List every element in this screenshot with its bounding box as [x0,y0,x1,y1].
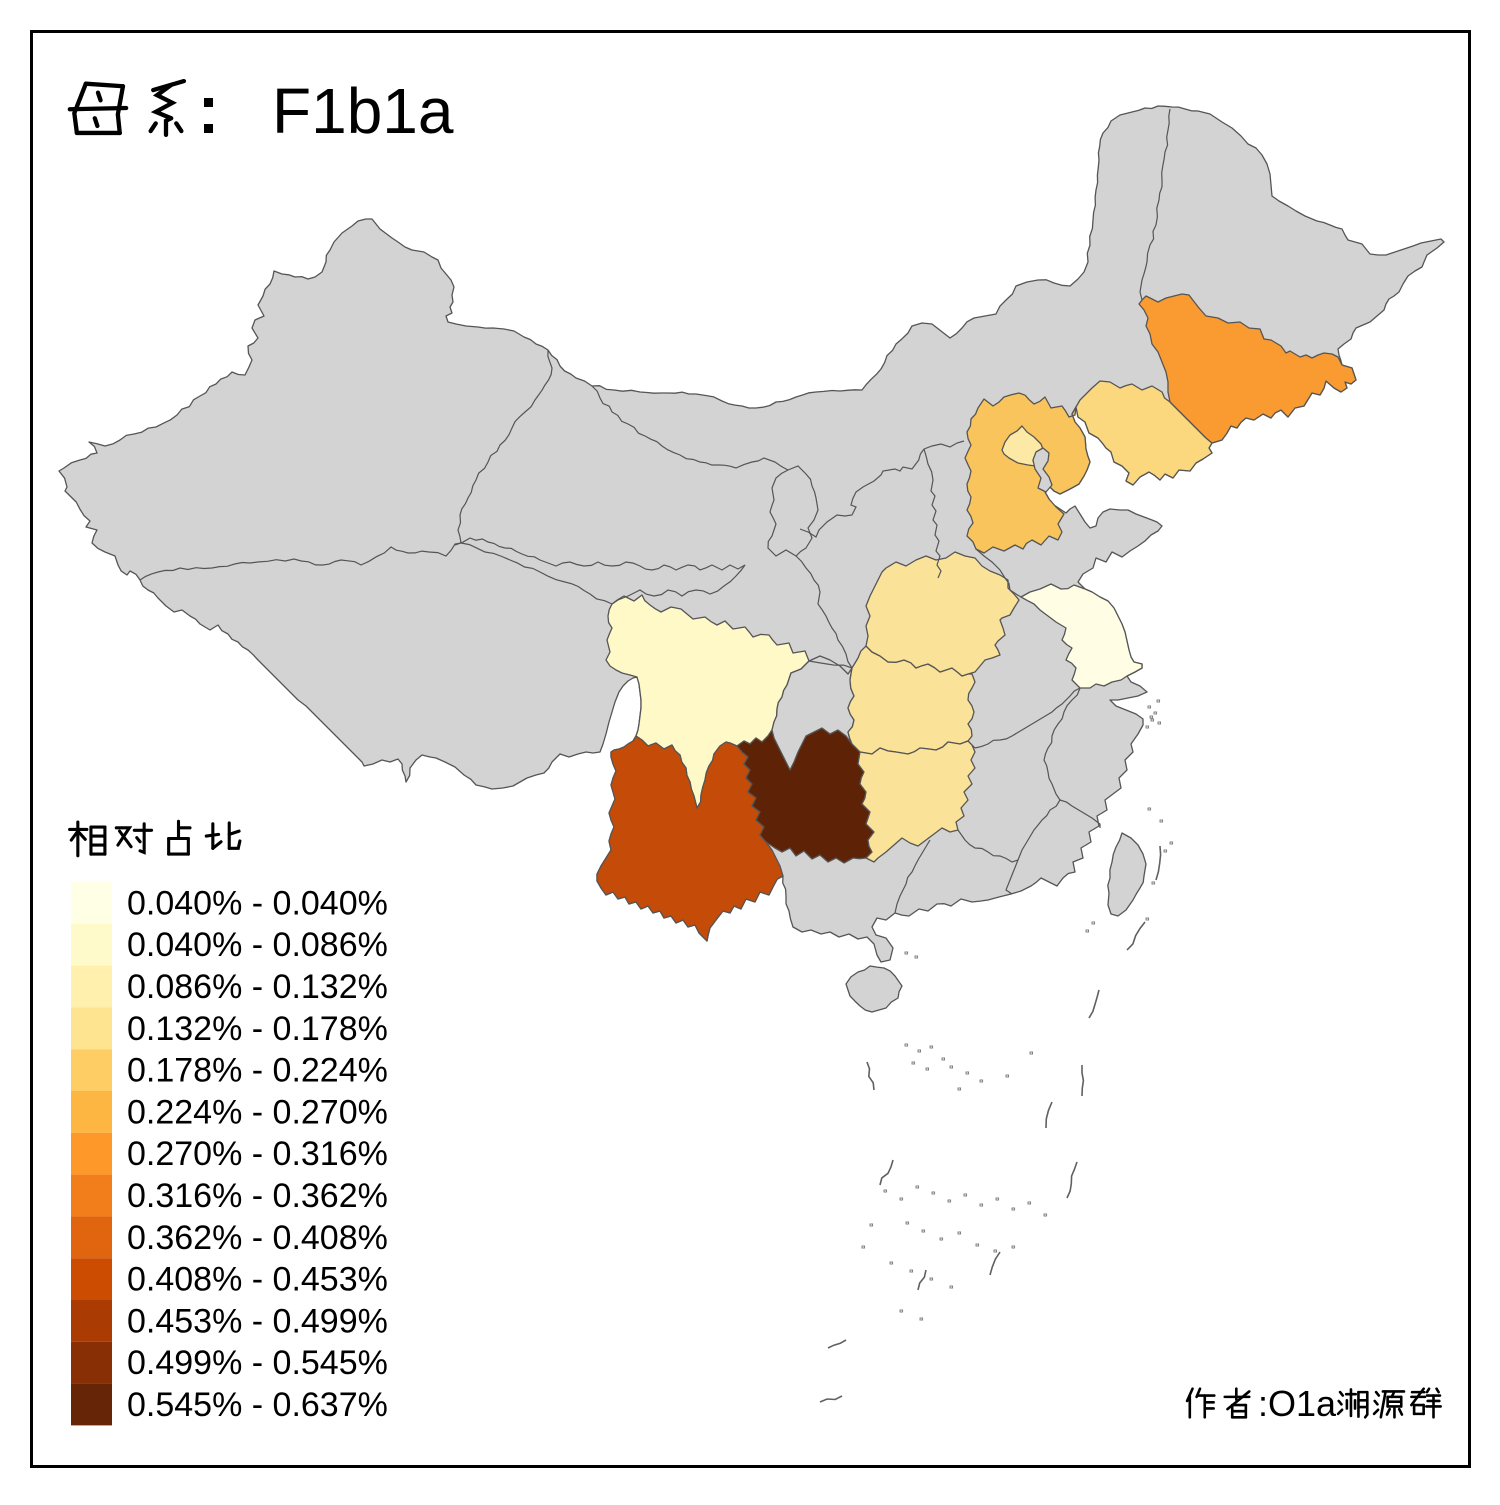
svg-text:0.270% - 0.316%: 0.270% - 0.316% [127,1135,388,1173]
svg-text:0.316% - 0.362%: 0.316% - 0.362% [127,1177,388,1215]
svg-text:0.224% - 0.270%: 0.224% - 0.270% [127,1093,388,1131]
svg-text:F1b1a: F1b1a [272,75,454,147]
svg-text:0.178% - 0.224%: 0.178% - 0.224% [127,1052,388,1090]
svg-text:0.132% - 0.178%: 0.132% - 0.178% [127,1010,388,1048]
svg-text:0.453% - 0.499%: 0.453% - 0.499% [127,1302,388,1340]
svg-text:0.408% - 0.453%: 0.408% - 0.453% [127,1261,388,1299]
svg-text:0.040% - 0.040%: 0.040% - 0.040% [127,884,388,922]
svg-text:0.086% - 0.132%: 0.086% - 0.132% [127,968,388,1006]
svg-text:0.499% - 0.545%: 0.499% - 0.545% [127,1344,388,1382]
svg-text::O1a: :O1a [1258,1383,1337,1424]
svg-text:0.362% - 0.408%: 0.362% - 0.408% [127,1219,388,1257]
svg-text:0.040% - 0.086%: 0.040% - 0.086% [127,926,388,964]
svg-text:0.545% - 0.637%: 0.545% - 0.637% [127,1386,388,1424]
